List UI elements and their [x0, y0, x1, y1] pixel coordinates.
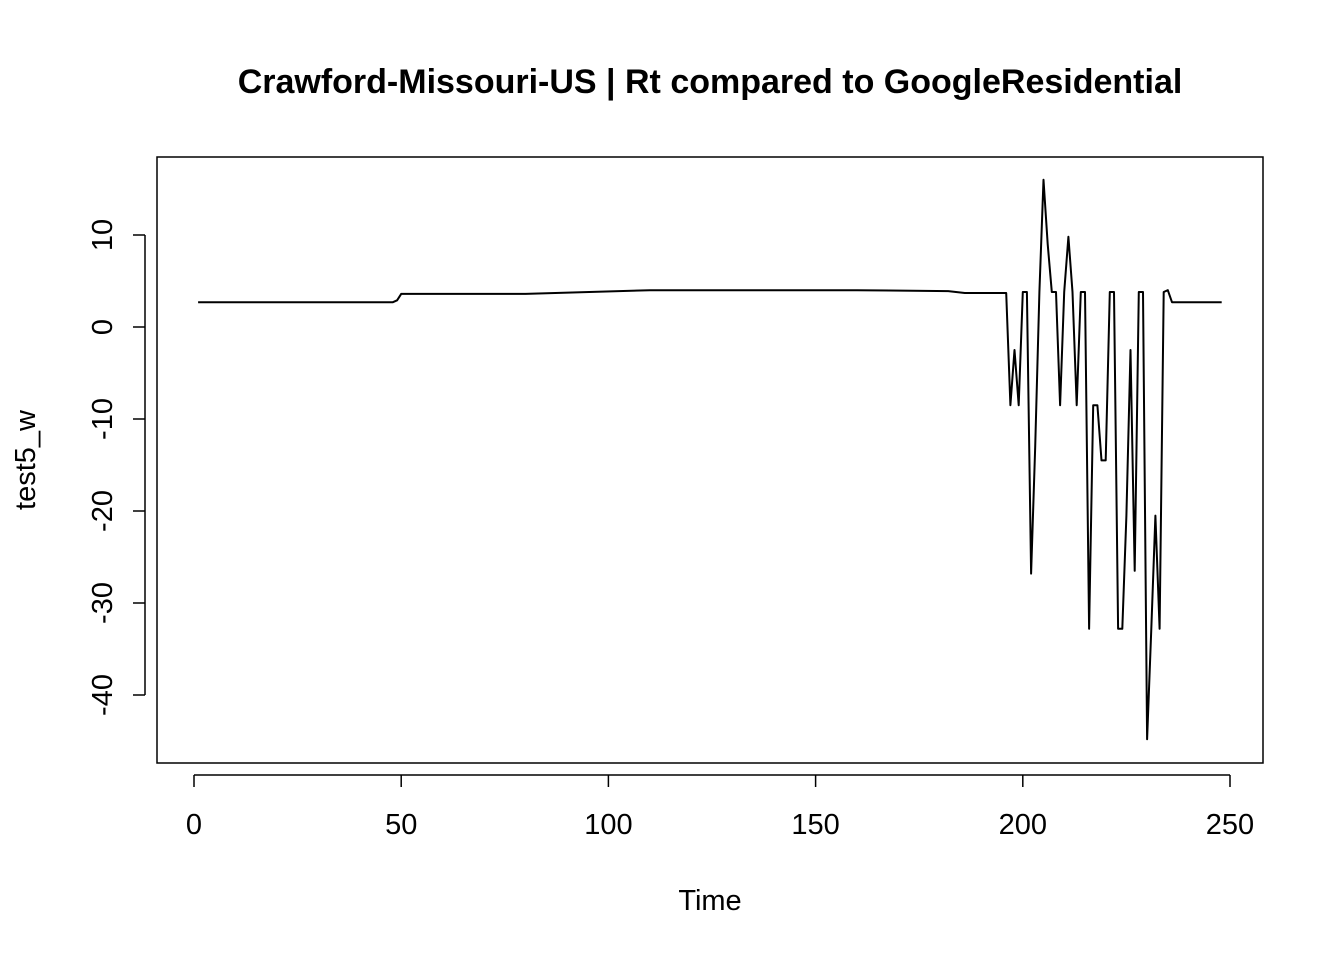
x-axis-label: Time: [678, 885, 741, 917]
y-tick-label: -40: [87, 674, 119, 716]
x-tick-label: 250: [1206, 809, 1254, 841]
y-axis: -40 -30 -20 -10 0 10: [87, 219, 146, 716]
x-tick-label: 200: [999, 809, 1047, 841]
y-tick-label: -10: [87, 398, 119, 440]
plot-frame: [156, 156, 1264, 764]
y-axis-label: test5_w: [10, 409, 42, 510]
x-tick-label: 50: [385, 809, 417, 841]
y-tick-label: -20: [87, 490, 119, 532]
x-axis: 0 50 100 150 200 250: [186, 774, 1254, 841]
chart-title: Crawford-Missouri-US | Rt compared to Go…: [238, 63, 1183, 101]
x-tick-label: 150: [791, 809, 839, 841]
series-line: [198, 178, 1222, 741]
y-tick-label: 0: [87, 319, 119, 335]
x-tick-label: 100: [584, 809, 632, 841]
y-tick-label: 10: [87, 219, 119, 251]
y-tick-label: -30: [87, 582, 119, 624]
x-tick-label: 0: [186, 809, 202, 841]
